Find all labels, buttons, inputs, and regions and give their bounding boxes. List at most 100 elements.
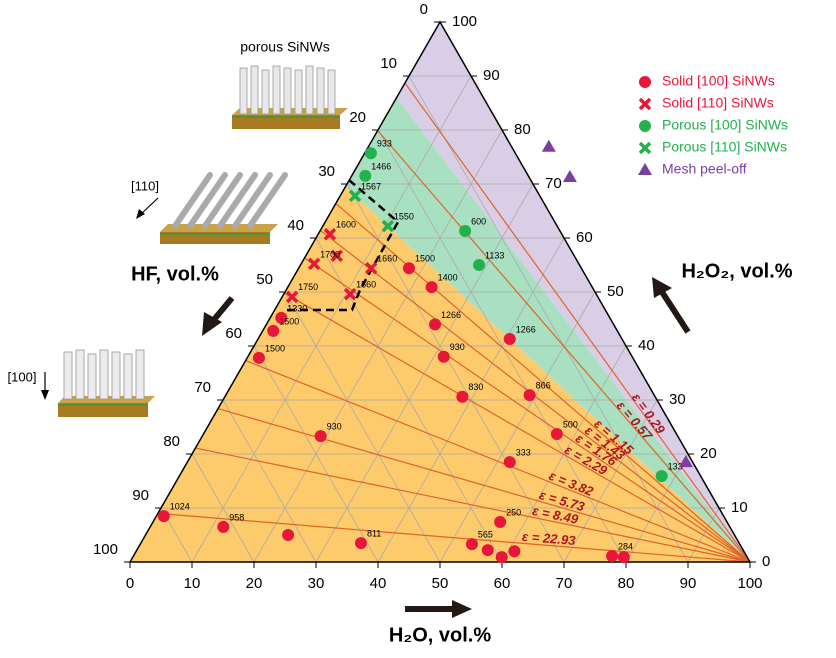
h2o2-tick-label: 0 bbox=[762, 553, 770, 570]
data-point bbox=[364, 262, 378, 275]
h2o2-tick-label: 80 bbox=[514, 121, 531, 138]
point-annotation: 1550 bbox=[394, 211, 414, 221]
epsilon-label: ε = 22.93 bbox=[521, 529, 576, 548]
hf-tick-label: 90 bbox=[132, 487, 149, 504]
legend-label: Solid [100] SiNWs bbox=[662, 73, 775, 89]
data-point bbox=[330, 249, 344, 263]
grid-line bbox=[284, 291, 441, 563]
h2o-tick-label: 80 bbox=[618, 575, 635, 592]
data-point bbox=[541, 139, 556, 152]
data-point bbox=[285, 290, 299, 304]
h2o-axis-label: H₂O, vol.% bbox=[389, 624, 491, 646]
point-annotation: 1700 bbox=[320, 249, 340, 259]
point-annotation: 1560 bbox=[356, 280, 376, 290]
h2o2-axis-label: H₂O₂, vol.% bbox=[681, 260, 792, 282]
hf-tick-label: 40 bbox=[287, 217, 304, 234]
data-point bbox=[403, 262, 415, 275]
data-point bbox=[562, 169, 577, 182]
point-annotation: 565 bbox=[478, 530, 493, 540]
point-annotation: 1500 bbox=[279, 316, 299, 326]
epsilon-line bbox=[377, 130, 751, 563]
hf-axis-label: HF, vol.% bbox=[131, 263, 219, 285]
data-point bbox=[282, 529, 295, 541]
point-annotation: 1567 bbox=[361, 181, 381, 191]
h2o-tick-label: 50 bbox=[432, 575, 449, 592]
data-point bbox=[678, 455, 693, 468]
h2o-tick-label: 60 bbox=[494, 575, 511, 592]
data-point bbox=[473, 259, 486, 271]
grid-line bbox=[315, 183, 534, 563]
grid-line bbox=[191, 453, 255, 563]
epsilon-line bbox=[304, 257, 751, 563]
legend-label: Porous [110] SiNWs bbox=[662, 139, 787, 155]
point-annotation: 866 bbox=[536, 381, 551, 391]
grid-line bbox=[191, 75, 472, 563]
porous-illustration: porous SiNWs bbox=[232, 39, 348, 129]
h2o-tick-label: 90 bbox=[680, 575, 697, 592]
data-point bbox=[617, 551, 630, 564]
hf-tick-label: 30 bbox=[318, 163, 335, 180]
h2o-tick-label: 10 bbox=[184, 575, 201, 592]
epsilon-line bbox=[157, 512, 751, 563]
h2o-tick-label: 70 bbox=[556, 575, 573, 592]
data-point bbox=[606, 550, 619, 563]
grid-line bbox=[253, 345, 379, 563]
point-annotation: 1500 bbox=[415, 254, 435, 264]
region bbox=[130, 186, 750, 562]
ticks: 0 10 20 30 40 50 60 70 80 90 100010203040506070809… bbox=[93, 1, 770, 592]
data-point bbox=[217, 520, 230, 533]
data-point bbox=[503, 456, 516, 469]
h2o2-tick-label: 100 bbox=[452, 13, 477, 30]
data-point bbox=[359, 169, 372, 182]
h2o2-tick-label: 10 bbox=[731, 499, 748, 516]
legend-marker bbox=[638, 141, 652, 155]
legend-marker bbox=[639, 76, 651, 88]
point-annotation: 1600 bbox=[336, 220, 356, 230]
data-point bbox=[348, 189, 362, 203]
data-point bbox=[503, 332, 516, 345]
h2o-tick-label: 100 bbox=[737, 575, 762, 592]
hf-tick-label: 80 bbox=[163, 433, 180, 450]
point-annotation: 133 bbox=[668, 462, 683, 472]
legend-marker bbox=[639, 120, 651, 132]
h2o2-tick-label: 20 bbox=[700, 445, 717, 462]
epsilon-line bbox=[195, 447, 751, 563]
epsilon-line bbox=[284, 292, 751, 563]
h2o2-arrow bbox=[652, 277, 691, 334]
h2o-tick-label: 0 bbox=[126, 575, 134, 592]
data-point bbox=[354, 537, 367, 550]
point-annotation: 500 bbox=[563, 419, 578, 429]
point-annotation: 1466 bbox=[371, 161, 391, 171]
point-annotation: 1266 bbox=[516, 324, 536, 334]
data-point bbox=[459, 224, 472, 237]
data-point bbox=[307, 257, 321, 271]
data-point bbox=[314, 430, 327, 443]
point-annotation: 1266 bbox=[441, 310, 461, 320]
data-point bbox=[437, 350, 450, 363]
data-point bbox=[494, 516, 507, 529]
data-point bbox=[381, 219, 395, 233]
h2o2-tick-label: 40 bbox=[638, 337, 655, 354]
h2o-tick-label: 30 bbox=[308, 575, 325, 592]
h2o-arrow bbox=[405, 600, 472, 618]
hf-arrow bbox=[202, 296, 235, 336]
epsilon-line bbox=[245, 360, 751, 563]
hf-tick-label: 100 bbox=[93, 541, 118, 558]
hf-tick-label: 10 bbox=[380, 55, 397, 72]
point-annotation: 958 bbox=[229, 512, 244, 522]
points: 1024 958 811 565 250 284 930 333 500 866 830 930 126… bbox=[157, 139, 693, 564]
data-point bbox=[425, 281, 438, 294]
point-annotation: 1500 bbox=[265, 343, 285, 353]
data-point bbox=[343, 287, 357, 301]
legend-label: Mesh peel-off bbox=[662, 161, 747, 177]
h2o-tick-label: 20 bbox=[246, 575, 263, 592]
point-annotation: 250 bbox=[506, 507, 521, 517]
point-annotation: 1024 bbox=[170, 501, 190, 511]
data-point bbox=[508, 545, 521, 558]
epsilon-line bbox=[404, 82, 751, 563]
data-point bbox=[481, 544, 494, 557]
point-annotation: 600 bbox=[471, 216, 486, 226]
hf-tick-label: 20 bbox=[349, 109, 366, 126]
h2o2-tick-label: 50 bbox=[607, 283, 624, 300]
data-point bbox=[523, 389, 536, 402]
